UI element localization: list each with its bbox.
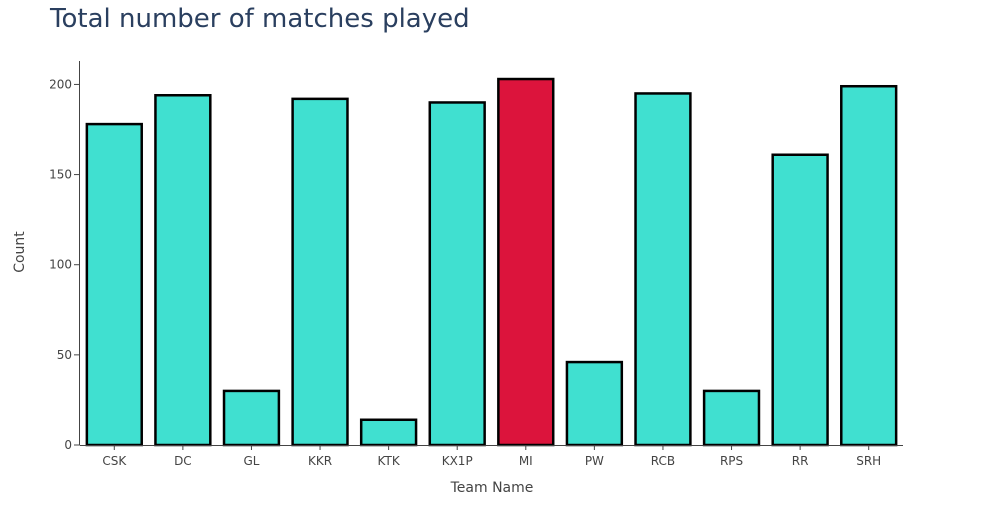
y-tick-label: 150	[49, 168, 72, 182]
bar-gl	[222, 389, 281, 447]
y-tick-label: 100	[49, 258, 72, 272]
bar-kx1p	[428, 101, 486, 447]
x-axis: CSK DC GL KKR KTK KX1P MI PW RCB RPS RR SRH	[80, 445, 903, 468]
x-tick-label: KTK	[378, 454, 401, 468]
y-tick-label: 0	[64, 438, 72, 452]
y-axis: 0 50 100 150 200	[49, 61, 80, 452]
x-tick-label: MI	[519, 454, 533, 468]
bar-kkr	[291, 97, 349, 447]
x-tick-label: SRH	[856, 454, 881, 468]
x-tick-label: KX1P	[442, 454, 473, 468]
chart-title: Total number of matches played	[50, 4, 470, 34]
x-tick-label: DC	[174, 454, 192, 468]
bar-srh	[840, 84, 898, 447]
bar-rps	[702, 389, 761, 447]
bar-pw	[565, 360, 624, 447]
x-tick-label: CSK	[102, 454, 127, 468]
bar-rcb	[634, 92, 692, 447]
y-axis-label: Count	[12, 231, 28, 273]
bars-group	[85, 77, 898, 447]
bar-dc	[154, 94, 212, 447]
bar-csk	[85, 122, 143, 447]
bar-mi	[497, 77, 555, 447]
x-tick-label: KKR	[308, 454, 332, 468]
x-tick-label: GL	[243, 454, 259, 468]
x-tick-label: RCB	[651, 454, 675, 468]
y-tick-label: 50	[57, 348, 72, 362]
bar-rr	[771, 153, 829, 447]
x-tick-label: RPS	[720, 454, 743, 468]
x-axis-label: Team Name	[450, 480, 534, 496]
y-tick-label: 200	[49, 77, 72, 91]
bar-ktk	[359, 418, 418, 447]
x-tick-label: RR	[792, 454, 809, 468]
x-tick-label: PW	[585, 454, 604, 468]
